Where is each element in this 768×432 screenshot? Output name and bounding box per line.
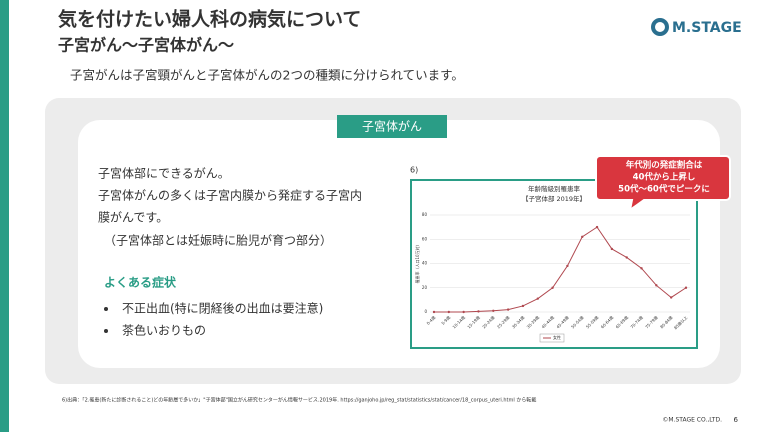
footnote: 6)出典：「2.罹患(新たに診断されること)どの年齢層で多いか」"子宮体部"国立…	[62, 397, 536, 404]
bullet	[104, 307, 108, 311]
intro: 子宮がんは子宮頸がんと子宮体がんの2つの種類に分けられています。	[70, 68, 464, 83]
logo: M.STAGE	[672, 20, 742, 36]
legend-box	[539, 333, 565, 343]
title: 気を付けたい婦人科の病気について	[58, 8, 361, 31]
symptoms-title: よくある症状	[104, 275, 177, 290]
chart-subtitle: 【子宮体部 2019年】	[522, 194, 586, 203]
page-number: 6	[734, 416, 739, 424]
note-ref: 6)	[410, 166, 418, 175]
chart-frame	[410, 179, 698, 349]
line	[434, 226, 687, 313]
symptom: 茶色いおりもの	[122, 323, 206, 338]
callout-line: 50代〜60代でピークに	[618, 184, 710, 195]
callout-line: 40代から上昇し	[633, 172, 696, 183]
callout-line: 年代別の発症割合は	[626, 160, 703, 171]
callout-box	[595, 155, 731, 213]
y-tick-label: 0	[424, 309, 427, 314]
body-line: 子宮体がんの多くは子宮内膜から発症する子宮内	[98, 188, 362, 203]
point	[581, 235, 584, 239]
point	[432, 310, 436, 314]
section-label: 子宮体がん	[362, 119, 422, 134]
point	[462, 310, 465, 314]
point	[625, 256, 628, 259]
point	[447, 310, 451, 314]
y-tick-label: 60	[422, 236, 428, 241]
point	[669, 296, 673, 299]
point	[655, 284, 658, 287]
subtitle: 子宮がん〜子宮体がん〜	[58, 36, 234, 55]
bullet	[104, 329, 108, 333]
y-tick-label: 20	[422, 285, 428, 290]
side-bar	[0, 0, 9, 432]
legend-label: 女性	[553, 334, 561, 340]
point	[595, 225, 599, 229]
body-line: 膜がんです。	[98, 210, 168, 225]
point	[492, 309, 495, 312]
point	[610, 247, 614, 251]
point	[521, 304, 525, 308]
chart-title: 年齢階級別罹患率	[528, 184, 581, 193]
section-label-box	[337, 115, 447, 138]
point	[536, 297, 539, 300]
body-line: （子宮体部とは妊娠時に胎児が育つ部分）	[104, 233, 332, 248]
copyright: ©M.STAGE CO.,LTD.	[662, 417, 722, 424]
point	[684, 286, 688, 289]
point	[477, 310, 480, 313]
point	[551, 286, 554, 289]
y-axis-label: 罹患率（人口10万対）	[414, 242, 420, 283]
body-line: 子宮体部にできるがん。	[98, 166, 230, 181]
point	[566, 264, 569, 268]
symptom: 不正出血(特に閉経後の出血は要注意)	[122, 301, 323, 316]
logo-mark	[651, 18, 669, 36]
point	[506, 308, 510, 311]
y-tick-label: 40	[422, 261, 428, 266]
y-tick-label: 80	[422, 212, 428, 217]
x-tick-label: 5-9歳	[440, 314, 452, 326]
point	[640, 267, 643, 270]
x-tick-label: 0-4歳	[425, 314, 437, 326]
